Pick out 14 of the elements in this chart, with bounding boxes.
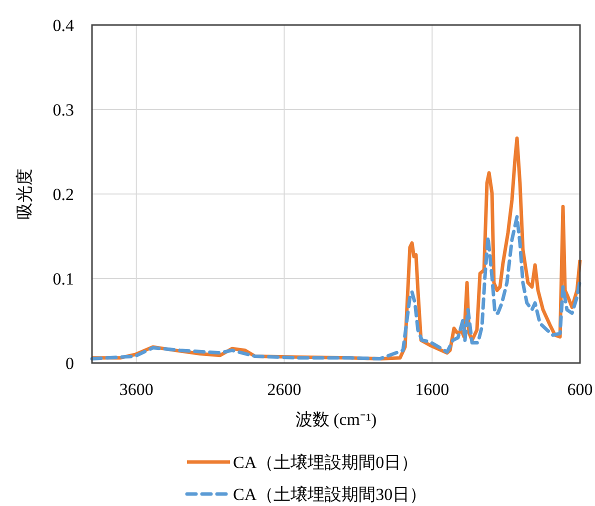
line-series <box>90 215 582 361</box>
legend-label: CA（土壌埋設期間0日） <box>233 452 418 472</box>
y-tick-label: 0.1 <box>52 269 74 288</box>
x-tick-label: 2600 <box>267 380 302 399</box>
y-tick-label: 0 <box>66 354 74 373</box>
y-axis-title: 吸光度 <box>15 168 35 220</box>
y-tick-label: 0.2 <box>52 184 74 204</box>
x-tick-label: 3600 <box>119 380 154 399</box>
x-axis-title: 波数 (cm⁻¹) <box>295 410 377 429</box>
x-tick-label: 1600 <box>415 380 450 399</box>
y-tick-label: 0.3 <box>52 100 74 120</box>
y-tick-label: 0.4 <box>52 16 74 35</box>
x-tick-label: 600 <box>567 380 593 399</box>
legend-label: CA（土壌埋設期間30日） <box>233 484 427 504</box>
